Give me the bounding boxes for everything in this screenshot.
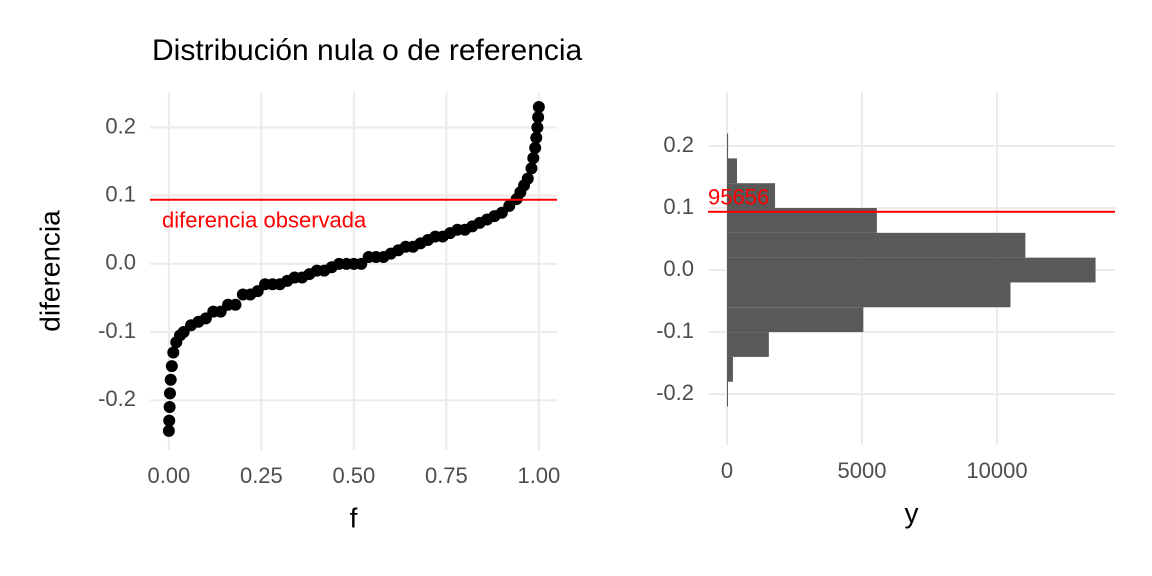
reference-label: 95656 bbox=[708, 185, 769, 210]
y-tick-label: -0.2 bbox=[656, 380, 694, 405]
x-tick-label: 5000 bbox=[838, 458, 887, 483]
y-tick-label: 0.1 bbox=[663, 194, 694, 219]
x-tick-label: 0 bbox=[721, 458, 733, 483]
bar bbox=[727, 257, 1096, 283]
point bbox=[163, 387, 176, 400]
bar bbox=[727, 332, 769, 357]
point bbox=[530, 131, 543, 144]
x-tick-label: 10000 bbox=[966, 458, 1027, 483]
point bbox=[167, 346, 180, 359]
point bbox=[163, 401, 176, 414]
x-axis-title: f bbox=[350, 502, 358, 533]
point bbox=[521, 172, 534, 185]
bar bbox=[727, 183, 776, 209]
y-tick-label: -0.1 bbox=[656, 318, 694, 343]
bar bbox=[727, 158, 737, 184]
point bbox=[525, 162, 538, 175]
bar bbox=[727, 381, 729, 407]
y-tick-label: -0.2 bbox=[98, 386, 136, 411]
point bbox=[163, 414, 176, 427]
y-tick-label: 0.2 bbox=[105, 113, 136, 138]
y-tick-label: -0.1 bbox=[98, 318, 136, 343]
point bbox=[164, 373, 177, 386]
x-tick-label: 0.50 bbox=[332, 463, 375, 488]
point bbox=[165, 360, 178, 373]
reference-label: diferencia observada bbox=[162, 208, 367, 233]
x-tick-label: 1.00 bbox=[517, 463, 560, 488]
point bbox=[529, 141, 542, 154]
point bbox=[229, 298, 242, 311]
bar bbox=[727, 133, 729, 159]
x-tick-label: 0.75 bbox=[425, 463, 468, 488]
x-tick-label: 0.00 bbox=[147, 463, 190, 488]
x-axis-title: y bbox=[905, 497, 919, 528]
point bbox=[531, 121, 544, 134]
y-tick-label: 0.0 bbox=[105, 250, 136, 275]
bar bbox=[727, 307, 864, 333]
bar bbox=[727, 282, 1011, 308]
y-tick-label: 0.0 bbox=[663, 256, 694, 281]
point bbox=[162, 424, 175, 437]
y-tick-label: 0.1 bbox=[105, 181, 136, 206]
x-tick-label: 0.25 bbox=[240, 463, 283, 488]
point bbox=[527, 152, 540, 165]
y-axis-title: diferencia bbox=[34, 210, 65, 332]
bar bbox=[727, 232, 1026, 258]
chart-title: Distribución nula o de referencia bbox=[152, 34, 583, 67]
y-tick-label: 0.2 bbox=[663, 132, 694, 157]
point bbox=[532, 111, 545, 124]
bar bbox=[727, 356, 733, 382]
point bbox=[532, 101, 545, 114]
